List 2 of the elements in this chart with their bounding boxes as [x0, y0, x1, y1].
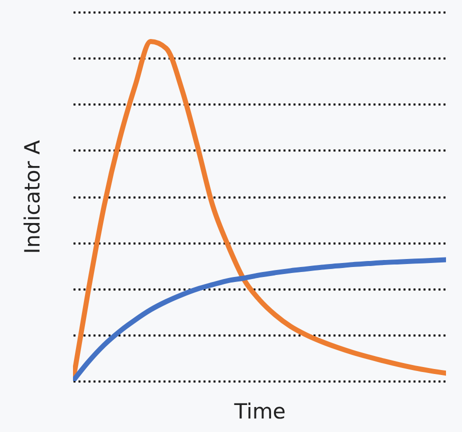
x-axis-title: Time [233, 400, 286, 424]
y-axis-title: Indicator A [20, 139, 44, 254]
